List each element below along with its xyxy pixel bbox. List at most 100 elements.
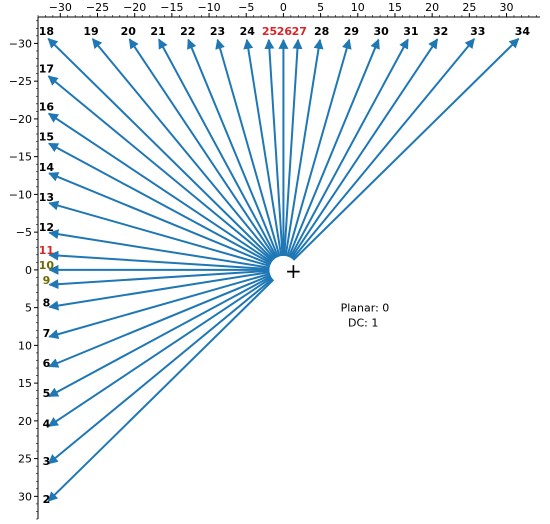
node-label-11: 11 (39, 244, 54, 257)
node-label-25: 25 (262, 25, 277, 38)
node-label-8: 8 (43, 297, 51, 310)
arrow-to-node-9 (48, 269, 270, 290)
arrow-to-node-25 (264, 38, 284, 256)
annotation-0: Planar: 0 (341, 302, 390, 315)
y-tick-label: −15 (9, 151, 32, 164)
node-label-4: 4 (43, 417, 51, 430)
arrow-to-node-13 (48, 200, 271, 268)
axes: −30 −25 −20 −15 −10 −5 0 5 10 15 20 25 30 −30−25−20−… (9, 1, 540, 520)
node-label-29: 29 (344, 25, 359, 38)
y-tick-label: −20 (9, 113, 32, 126)
arrow-to-node-18 (47, 37, 275, 261)
node-label-2: 2 (43, 493, 51, 506)
node-label-32: 32 (433, 25, 448, 38)
arrow-to-node-17 (47, 75, 274, 262)
arrow-to-node-3 (47, 278, 274, 465)
arrow-to-node-21 (158, 38, 278, 259)
node-label-33: 33 (470, 25, 485, 38)
x-tick-label: −15 (160, 1, 183, 14)
x-tick-label: −5 (238, 1, 254, 14)
x-tick-label: −30 (49, 1, 72, 14)
arrow-to-node-33 (291, 38, 476, 260)
origin-marker: + (285, 259, 302, 283)
node-label-17: 17 (39, 63, 54, 76)
y-tick-label: 10 (18, 339, 32, 352)
node-label-28: 28 (314, 25, 329, 38)
node-label-31: 31 (403, 25, 418, 38)
node-label-9: 9 (43, 274, 51, 287)
x-tick-label: −25 (86, 1, 109, 14)
node-label-6: 6 (43, 357, 51, 370)
arrow-to-node-8 (48, 271, 270, 311)
x-tick-label: 15 (388, 1, 402, 14)
node-label-7: 7 (43, 327, 51, 340)
node-label-22: 22 (180, 25, 195, 38)
y-tick-label: −5 (16, 226, 32, 239)
node-label-23: 23 (210, 25, 225, 38)
arrow-to-node-19 (91, 38, 276, 260)
y-tick-label: 15 (18, 377, 32, 390)
arrow-to-node-31 (289, 38, 409, 259)
arrow-to-node-16 (47, 112, 273, 263)
arrow-to-node-14 (48, 172, 271, 266)
node-label-3: 3 (43, 455, 51, 468)
y-tick-label: −25 (9, 75, 32, 88)
node-label-27: 27 (292, 25, 307, 38)
arrow-to-node-29 (286, 38, 352, 257)
x-tick-label: 20 (425, 1, 439, 14)
node-label-20: 20 (121, 25, 137, 38)
y-tick-label: 25 (18, 453, 32, 466)
arrow-series (47, 37, 520, 502)
origin-plus-marker: + (285, 259, 302, 283)
y-tick-label: 5 (25, 302, 32, 315)
node-label-19: 19 (83, 25, 98, 38)
node-label-30: 30 (373, 25, 389, 38)
node-label-18: 18 (39, 25, 54, 38)
arrow-to-node-4 (47, 276, 273, 428)
node-label-12: 12 (39, 221, 54, 234)
x-tick-label: −10 (197, 1, 220, 14)
arrow-to-node-20 (128, 38, 277, 259)
node-label-34: 34 (515, 25, 531, 38)
arrow-to-node-30 (287, 38, 380, 258)
x-tick-label: −20 (123, 1, 146, 14)
node-label-24: 24 (240, 25, 256, 38)
x-tick-label: 10 (351, 1, 365, 14)
annotation-1: DC: 1 (348, 317, 378, 330)
x-tick-label: 5 (317, 1, 324, 14)
y-tick-label: 20 (18, 415, 32, 428)
x-axis-ticks: −30 −25 −20 −15 −10 −5 0 5 10 15 20 25 30 (37, 1, 537, 17)
node-label-21: 21 (150, 25, 165, 38)
node-label-15: 15 (39, 131, 54, 144)
y-tick-label: 0 (25, 264, 32, 277)
y-tick-label: 30 (18, 490, 32, 503)
node-label-13: 13 (39, 191, 54, 204)
node-label-14: 14 (39, 161, 55, 174)
node-label-16: 16 (39, 100, 55, 113)
arrow-to-node-7 (48, 272, 271, 340)
arrow-to-node-23 (215, 38, 281, 257)
node-label-10: 10 (39, 259, 55, 272)
y-axis-ticks: −30 −25 −20 −15 −10 −5 0 5 10 15 20 25 30 (9, 20, 38, 520)
arrow-to-node-12 (48, 229, 270, 269)
node-label-26: 26 (277, 25, 293, 38)
y-tick-label: −10 (9, 188, 32, 201)
x-tick-label: 25 (462, 1, 476, 14)
arrow-to-node-27 (283, 38, 303, 256)
arrow-to-node-15 (48, 142, 272, 265)
arrow-to-node-28 (284, 38, 324, 257)
arrow-to-node-6 (48, 274, 271, 368)
x-tick-label: 30 (500, 1, 514, 14)
annotations: Planar: 0 DC: 1 (341, 302, 390, 330)
arrow-to-node-32 (290, 38, 439, 259)
arrow-to-node-5 (48, 275, 272, 398)
arrow-to-node-34 (292, 37, 520, 261)
arrow-to-node-24 (243, 38, 283, 257)
y-tick-label: −30 (9, 37, 32, 50)
arrow-to-node-2 (47, 278, 275, 502)
node-label-5: 5 (43, 387, 51, 400)
arrow-to-node-11 (48, 250, 270, 270)
x-tick-label: 0 (280, 1, 287, 14)
